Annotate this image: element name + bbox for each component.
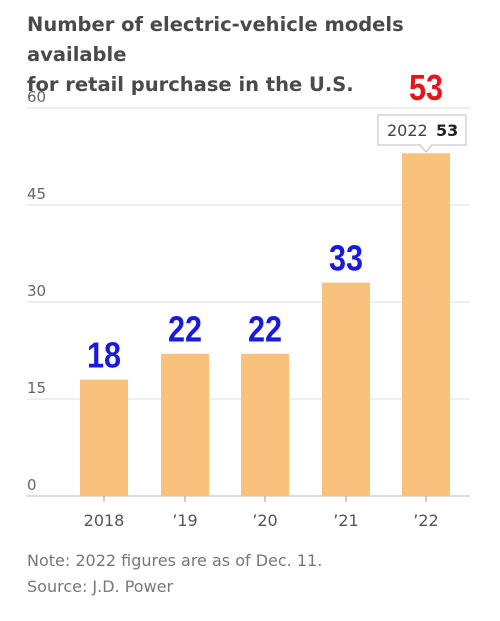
bar-0 bbox=[80, 379, 128, 496]
chart-source: Source: J.D. Power bbox=[27, 577, 174, 596]
x-tick-label-0: 2018 bbox=[84, 511, 125, 530]
tooltip-year: 2022 bbox=[387, 121, 428, 140]
data-label-1: 22 bbox=[168, 310, 202, 350]
bar-chart: 0 15 30 45 60 2018 18 ’19 22 ’20 22 ’21 33 ’22 53 2022 5… bbox=[27, 69, 470, 530]
chart-note: Note: 2022 figures are as of Dec. 11. bbox=[27, 551, 323, 570]
y-tick-label-0: 0 bbox=[27, 476, 37, 494]
x-tick-label-2: ’20 bbox=[252, 511, 277, 530]
x-tick-label-1: ’19 bbox=[172, 511, 197, 530]
bar-2 bbox=[241, 353, 289, 496]
chart-footer: Note: 2022 figures are as of Dec. 11. So… bbox=[27, 548, 322, 600]
tooltip-pointer-mask bbox=[421, 144, 431, 146]
bar-3 bbox=[322, 282, 370, 496]
tooltip-pointer bbox=[418, 144, 434, 153]
data-label-0: 18 bbox=[87, 336, 121, 376]
data-label-3: 33 bbox=[329, 239, 363, 279]
chart-title-line-2: for retail purchase in the U.S. bbox=[27, 73, 354, 96]
y-tick-label-15: 15 bbox=[27, 379, 46, 397]
bar-1 bbox=[161, 353, 209, 496]
bar-4 bbox=[402, 153, 450, 496]
data-label-4: 53 bbox=[409, 69, 443, 109]
data-label-2: 22 bbox=[248, 310, 282, 350]
y-tick-label-60: 60 bbox=[27, 88, 46, 106]
y-tick-label-45: 45 bbox=[27, 185, 46, 203]
y-tick-label-30: 30 bbox=[27, 282, 46, 300]
x-tick-label-3: ’21 bbox=[333, 511, 358, 530]
chart-title-line-1: Number of electric-vehicle models availa… bbox=[27, 13, 404, 66]
tooltip-box bbox=[377, 114, 467, 146]
x-tick-label-4: ’22 bbox=[413, 511, 438, 530]
tooltip-value: 53 bbox=[436, 121, 458, 140]
chart-title: Number of electric-vehicle models availa… bbox=[27, 10, 487, 100]
